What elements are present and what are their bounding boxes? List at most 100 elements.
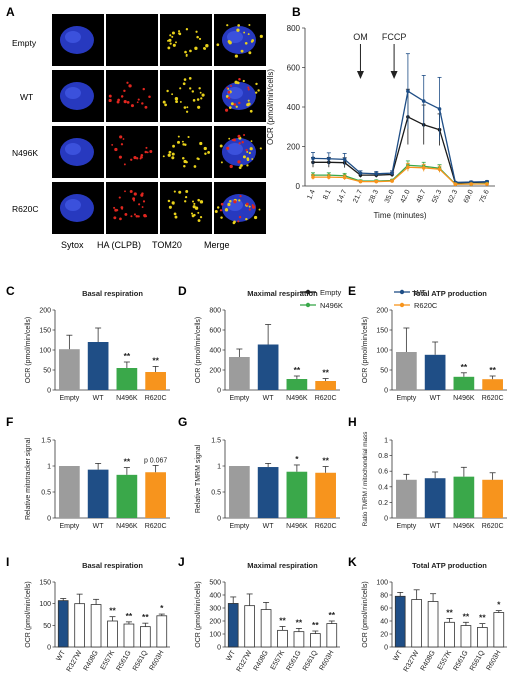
signal-dot [226,146,230,150]
y-axis-label: Relative mitotracker signal [25,438,32,521]
x-tick-label: R327W [403,649,421,673]
signal-dot [203,47,207,50]
signal-dot [243,31,246,34]
signal-dot [246,164,249,167]
data-point [406,165,410,170]
signal-dot [219,209,223,212]
bar-r620c [145,472,166,518]
signal-dot [257,89,260,92]
x-tick-label: 21.7 [352,189,364,204]
bar-wt [87,469,109,518]
signal-dot [179,100,182,103]
signal-dot [181,140,184,143]
bar-r620c [315,472,336,518]
data-point [327,175,331,179]
signal-dot [205,44,209,48]
data-point [437,107,442,111]
signal-dot [108,94,112,98]
signal-dot [183,165,186,168]
signal-dot [123,100,127,104]
signal-dot [141,206,144,208]
bar-n496k [453,476,475,518]
signal-dot [175,41,177,44]
y-tick-label: 400 [209,593,221,600]
y-tick-label: 0.4 [378,484,388,491]
significance-label: ** [279,615,286,625]
significance-label: ** [109,606,116,616]
signal-dot [248,23,251,26]
chart-e: E Total ATP production 0 50 100 150 200 OCR (pm… [348,284,507,402]
signal-dot [202,94,205,97]
x-tick-label: R620C [482,395,504,402]
data-point [358,171,363,175]
significance-label: ** [152,355,159,365]
y-axis-label: OCR (pmol/min/cells) [362,317,369,384]
y-axis-label: OCR (pmol/min/cells) [266,69,275,145]
signal-dot [133,199,136,202]
signal-dot [167,46,171,50]
panel-letter-h: H [348,415,357,429]
signal-dot [177,140,180,144]
y-tick-label: 1 [47,464,51,471]
y-tick-label: 800 [209,308,221,315]
signal-dot [245,202,249,206]
x-tick-label: R620C [145,523,167,530]
x-tick-label: E557K [270,649,287,671]
series-line [312,90,488,184]
panel-letter-c: C [6,284,15,298]
signal-dot [185,110,189,113]
x-tick-label: E557K [437,649,454,671]
nucleus-highlight [64,31,81,43]
signal-dot [197,157,200,161]
x-tick-label: R327W [236,649,254,673]
signal-dot [184,200,187,203]
y-tick-label: 200 [287,143,301,152]
micrograph-wt-tom20 [160,70,212,122]
signal-dot [251,205,256,209]
micrograph-background [160,126,212,178]
signal-dot [204,152,207,155]
signal-dot [242,79,245,83]
y-tick-label: 100 [39,601,51,608]
micrograph-wt-ha [106,70,158,122]
y-tick-label: 1 [217,464,221,471]
signal-dot [245,217,248,221]
signal-dot [203,146,207,151]
x-tick-label: N496K [453,523,475,530]
signal-dot [228,137,231,140]
signal-dot [245,148,248,152]
series-r620c [311,162,489,187]
y-tick-label: 200 [39,308,51,315]
signal-dot [216,206,220,209]
signal-dot [227,202,231,207]
signal-dot [193,202,196,205]
signal-dot [255,91,258,94]
panel-a: A Empty WT N496K R620C Sytox HA (CLPB) T… [6,5,266,250]
x-tick-label: R408G [253,650,270,673]
bar-r408g [427,601,439,648]
bar-wt [424,478,446,518]
data-point [437,167,442,172]
signal-dot [162,155,165,158]
x-tick-label: R408G [420,650,437,673]
row-label-wt: WT [20,92,33,102]
chart-title: Maximal respiration [247,289,318,298]
bar-r561q [310,633,321,648]
bar-n496k [286,379,308,390]
signal-dot [232,138,236,142]
data-point [374,171,379,176]
signal-dot [123,163,126,166]
signal-dot [227,96,231,100]
y-tick-label: 200 [209,619,221,626]
y-tick-label: 0 [47,516,51,523]
signal-dot [126,100,130,104]
bar-e557k [107,620,118,648]
signal-dot [197,211,200,214]
col-label-sytox: Sytox [61,240,84,250]
signal-dot [183,159,187,164]
signal-dot [248,208,251,211]
significance-label: * [295,454,299,464]
x-tick-label: WT [93,523,105,530]
signal-dot [236,28,240,32]
bar-n496k [286,471,308,518]
